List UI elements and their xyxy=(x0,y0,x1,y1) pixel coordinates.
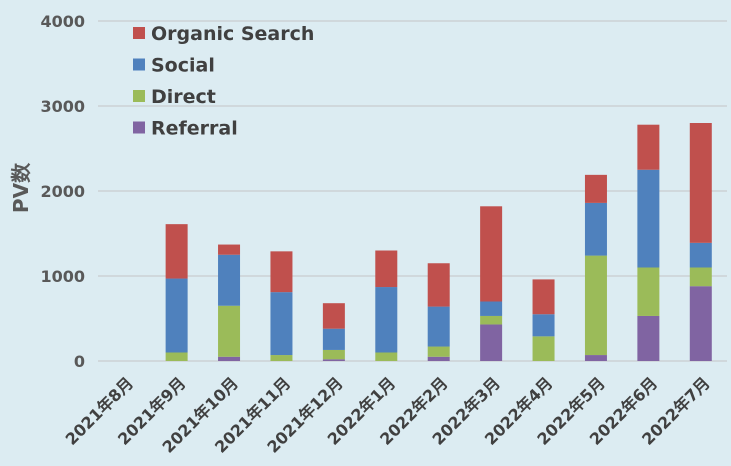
bar-segment-social xyxy=(218,254,241,306)
y-tick-label: 1000 xyxy=(40,267,85,286)
bars xyxy=(165,123,712,361)
y-tick-label: 4000 xyxy=(40,12,85,31)
bar-segment-direct xyxy=(270,355,293,361)
x-tick-labels: 2021年8月2021年9月2021年10月2021年11月2021年12月20… xyxy=(62,373,714,456)
bar-segment-referral xyxy=(218,356,241,361)
bar-segment-organic-search xyxy=(584,174,607,203)
legend-label: Social xyxy=(151,55,215,77)
legend-label: Referral xyxy=(151,118,238,140)
bar-segment-direct xyxy=(322,349,345,360)
bar-segment-organic-search xyxy=(637,124,660,170)
bar-segment-social xyxy=(322,328,345,350)
bar-segment-direct xyxy=(584,255,607,356)
y-tick-labels: 0 1000 2000 3000 4000 xyxy=(40,12,85,371)
bar-segment-social xyxy=(532,314,555,337)
bar-segment-organic-search xyxy=(427,263,450,307)
bar-segment-organic-search xyxy=(375,250,398,288)
bar-segment-direct xyxy=(480,315,503,325)
bar-segment-social xyxy=(584,202,607,256)
bar-segment-referral xyxy=(637,315,660,361)
bar-segment-social xyxy=(427,306,450,347)
bar-segment-direct xyxy=(532,336,555,361)
legend: Organic Search Social Direct Referral xyxy=(133,23,314,140)
y-axis-label: PV数 xyxy=(9,162,33,213)
bar-segment-organic-search xyxy=(270,251,293,293)
bar-segment-organic-search xyxy=(165,224,188,279)
y-tick-label: 3000 xyxy=(40,97,85,116)
bar-segment-direct xyxy=(689,267,712,287)
bar-segment-organic-search xyxy=(480,206,503,302)
bar-segment-referral xyxy=(322,359,345,361)
bar-segment-direct xyxy=(427,346,450,357)
bar-segment-social xyxy=(375,287,398,353)
bar-segment-direct xyxy=(218,305,241,357)
legend-swatch xyxy=(133,90,145,102)
bar-segment-social xyxy=(165,278,188,353)
bar-segment-social xyxy=(689,242,712,268)
bar-segment-referral xyxy=(584,355,607,361)
bar-segment-organic-search xyxy=(322,303,345,329)
gridlines xyxy=(98,20,727,362)
y-tick-label: 0 xyxy=(74,352,85,371)
bar-segment-referral xyxy=(480,324,503,361)
y-tick-label: 2000 xyxy=(40,182,85,201)
bar-segment-organic-search xyxy=(689,123,712,243)
bar-segment-referral xyxy=(427,356,450,361)
legend-swatch xyxy=(133,27,145,39)
bar-segment-social xyxy=(637,169,660,268)
legend-label: Direct xyxy=(151,86,216,108)
legend-label: Organic Search xyxy=(151,23,314,45)
bar-segment-direct xyxy=(165,352,188,361)
bar-segment-social xyxy=(480,301,503,316)
bar-segment-social xyxy=(270,292,293,356)
bar-segment-direct xyxy=(637,267,660,316)
bar-segment-direct xyxy=(375,352,398,361)
bar-segment-organic-search xyxy=(532,279,555,315)
legend-swatch xyxy=(133,121,145,134)
bar-segment-organic-search xyxy=(218,244,241,255)
legend-swatch xyxy=(133,58,145,71)
bar-segment-referral xyxy=(689,286,712,361)
